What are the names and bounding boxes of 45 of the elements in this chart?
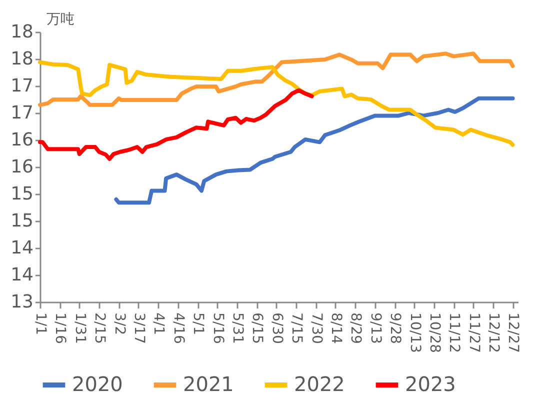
x-tick-label: 2/15 — [92, 312, 108, 344]
line-series — [38, 52, 515, 107]
x-tick-label: 11/27 — [466, 312, 482, 353]
legend-label: 2023 — [405, 372, 456, 396]
y-tick-label: 13 — [10, 292, 34, 312]
x-tick-label: 3/2 — [111, 312, 128, 336]
y-axis-title: 万吨 — [46, 12, 74, 28]
x-tick-label: 9/28 — [387, 312, 404, 344]
y-tick-label: 15 — [10, 184, 34, 204]
x-tick-label: 5/1 — [190, 312, 206, 336]
legend-label: 2021 — [183, 372, 234, 396]
y-tick-label: 15 — [10, 210, 34, 232]
y-tick-label: 18 — [10, 48, 34, 70]
legend-label: 2022 — [294, 372, 345, 396]
x-tick-label: 12/27 — [505, 312, 522, 353]
x-tick-label: 6/30 — [268, 312, 285, 344]
x-tick-label: 8/14 — [328, 312, 344, 344]
y-tick-label: 18 — [10, 22, 34, 42]
line-series — [38, 88, 314, 161]
x-tick-label: 7/15 — [288, 312, 305, 344]
x-tick-label: 4/1 — [150, 312, 167, 336]
x-tick-label: 10/13 — [406, 312, 423, 353]
y-tick-label: 17 — [10, 76, 34, 96]
legend-label: 2020 — [72, 372, 123, 396]
x-tick-label: 11/12 — [446, 312, 462, 353]
y-tick-label: 16 — [10, 130, 34, 150]
y-tick-label: 16 — [10, 156, 34, 178]
x-tick-label: 1/31 — [72, 312, 88, 344]
x-tick-label: 7/30 — [308, 312, 324, 344]
x-tick-label: 12/12 — [486, 312, 502, 353]
x-tick-label: 4/16 — [170, 312, 186, 344]
x-tick-label: 5/16 — [210, 312, 226, 344]
x-tick-label: 8/29 — [348, 312, 364, 344]
x-tick-label: 3/17 — [130, 312, 147, 344]
x-tick-label: 10/28 — [426, 312, 442, 353]
x-tick-label: 1/16 — [52, 312, 68, 344]
x-tick-label: 1/1 — [32, 312, 48, 336]
y-tick-label: 17 — [10, 102, 34, 124]
line-series — [38, 60, 515, 147]
line-series — [114, 96, 515, 205]
x-tick-label: 5/31 — [229, 312, 246, 344]
y-tick-label: 14 — [10, 264, 34, 286]
x-tick-label: 6/15 — [249, 312, 266, 344]
y-tick-label: 14 — [10, 238, 34, 258]
x-tick-label: 9/13 — [367, 312, 384, 344]
